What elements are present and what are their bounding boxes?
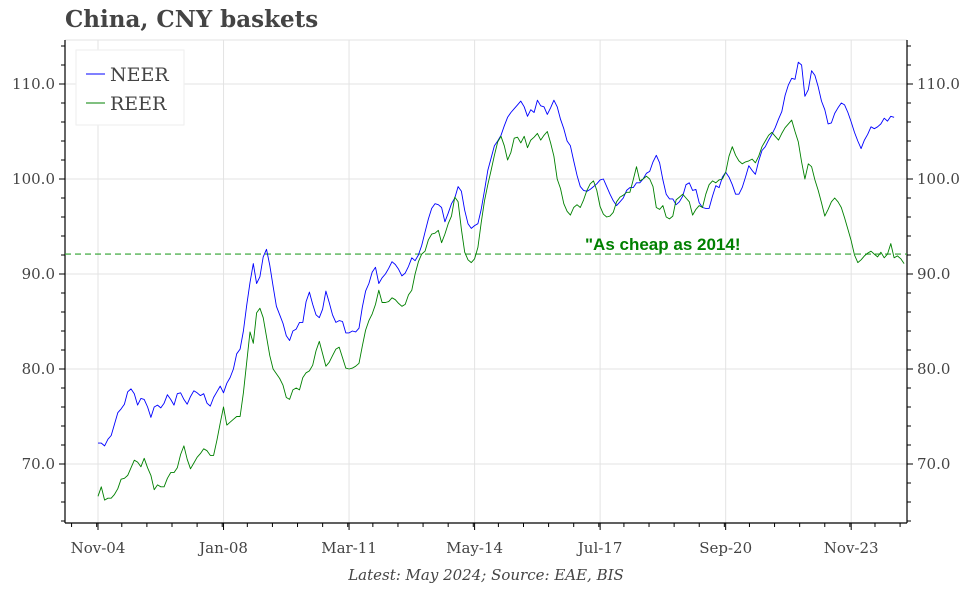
x-tick-label: Mar-11 [321,539,377,557]
x-tick-label: May-14 [446,539,503,557]
chart-title: China, CNY baskets [65,6,319,33]
y-tick-label-left: 70.0 [22,455,55,473]
x-tick-label: Nov-23 [824,539,879,557]
legend-label-neer: NEER [110,64,169,86]
gridlines [65,39,907,523]
y-tick-label-right: 110.0 [917,75,960,93]
axes: 70.0 70.0 80.0 80.0 90.0 90.0 100.0 100.0 110.0 1… [12,40,960,557]
chart-caption: Latest: May 2024; Source: EAE, BIS [348,566,624,584]
y-tick-label-left: 90.0 [22,265,55,283]
x-tick-label: Jul-17 [576,539,623,557]
y-tick-label-left: 100.0 [12,170,55,188]
legend-label-reer: REER [110,93,167,115]
series-line-reer [97,119,905,501]
y-tick-label-right: 70.0 [917,455,950,473]
x-tick-label: Sep-20 [699,539,752,557]
legend: NEER REER [75,49,185,126]
x-tick-label: Nov-04 [71,539,126,557]
y-tick-label-left: 110.0 [12,75,55,93]
series-line-neer [98,61,895,447]
annotation-text: "As cheap as 2014! [585,235,740,254]
x-tick-label: Jan-08 [197,539,248,557]
y-tick-label-right: 80.0 [917,360,950,378]
y-tick-label-right: 90.0 [917,265,950,283]
y-tick-label-left: 80.0 [22,360,55,378]
y-tick-label-right: 100.0 [917,170,960,188]
